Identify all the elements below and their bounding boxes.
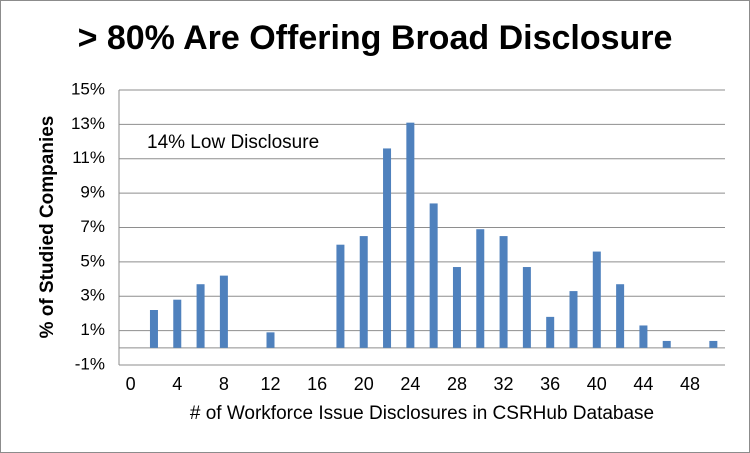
y-tick-label: -1% <box>75 354 105 373</box>
annotation-text: 14% Low Disclosure <box>147 132 319 153</box>
x-tick-label: 36 <box>540 374 560 394</box>
x-tick-label: 12 <box>260 374 280 394</box>
x-tick-label: 8 <box>219 374 229 394</box>
bar <box>592 251 601 348</box>
bar <box>219 275 228 348</box>
y-tick-label: 15% <box>71 79 105 98</box>
x-tick-label: 28 <box>447 374 467 394</box>
x-tick-label: 16 <box>307 374 327 394</box>
bar <box>406 122 415 348</box>
bar <box>336 244 345 348</box>
bar <box>383 148 392 348</box>
bar <box>196 284 205 348</box>
x-tick-label: 24 <box>400 374 420 394</box>
bar <box>639 325 648 348</box>
bar <box>662 340 671 348</box>
bar <box>173 299 182 348</box>
bar <box>569 291 578 348</box>
y-tick-label: 9% <box>80 183 105 202</box>
y-tick-label: 13% <box>71 114 105 133</box>
x-tick-label: 32 <box>494 374 514 394</box>
x-tick-label: 48 <box>680 374 700 394</box>
bar <box>476 229 485 348</box>
x-tick-label: 4 <box>172 374 182 394</box>
y-tick-label: 1% <box>80 320 105 339</box>
y-axis-label: % of Studied Companies <box>37 116 58 339</box>
bar <box>452 267 461 348</box>
bar <box>616 284 625 348</box>
bar <box>429 203 438 348</box>
y-tick-label: 3% <box>80 286 105 305</box>
bar <box>546 316 555 348</box>
y-tick-label: 11% <box>72 148 105 167</box>
bar <box>359 236 368 348</box>
bar <box>709 340 718 348</box>
x-tick-label: 0 <box>126 374 136 394</box>
x-tick-label: 40 <box>587 374 607 394</box>
y-tick-label: 7% <box>80 217 105 236</box>
x-tick-label: 44 <box>633 374 653 394</box>
bar <box>522 267 531 348</box>
x-tick-label: 20 <box>354 374 374 394</box>
bar <box>499 236 508 348</box>
y-tick-label: 5% <box>80 251 105 270</box>
x-axis-label: # of Workforce Issue Disclosures in CSRH… <box>190 403 654 424</box>
chart-title: > 80% Are Offering Broad Disclosure <box>77 19 673 57</box>
bar <box>149 310 158 348</box>
bar <box>266 332 275 348</box>
